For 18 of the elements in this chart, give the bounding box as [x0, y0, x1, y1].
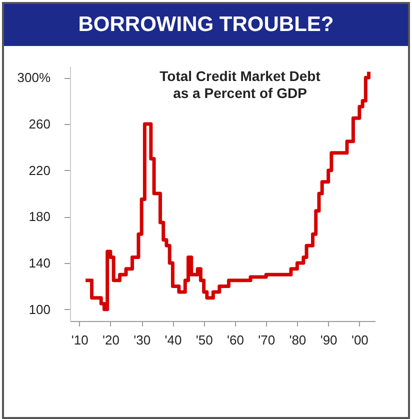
y-tick-label: 140 — [28, 256, 50, 271]
chart-title: BORROWING TROUBLE? — [4, 4, 408, 46]
y-tick-label: 100 — [28, 302, 50, 317]
annotation: Total Credit Market Debt as a Percent of GDP — [160, 68, 321, 101]
x-tick-label: '30 — [134, 332, 151, 348]
x-tick-label: '60 — [226, 332, 244, 348]
x-tick-label: '20 — [102, 332, 120, 348]
x-tick-label: '90 — [320, 332, 338, 348]
y-tick-label: 300% — [17, 70, 51, 86]
x-tick-label: '00 — [351, 332, 368, 348]
x-tick-label: '10 — [71, 332, 88, 348]
y-tick-label: 220 — [28, 162, 50, 178]
x-tick-label: '40 — [164, 332, 182, 348]
x-tick-label: '50 — [196, 332, 213, 348]
y-tick-label: 260 — [28, 116, 50, 132]
x-tick-label: '80 — [289, 332, 306, 348]
x-tick-label: '70 — [258, 332, 276, 348]
y-tick-label: 180 — [28, 209, 50, 224]
